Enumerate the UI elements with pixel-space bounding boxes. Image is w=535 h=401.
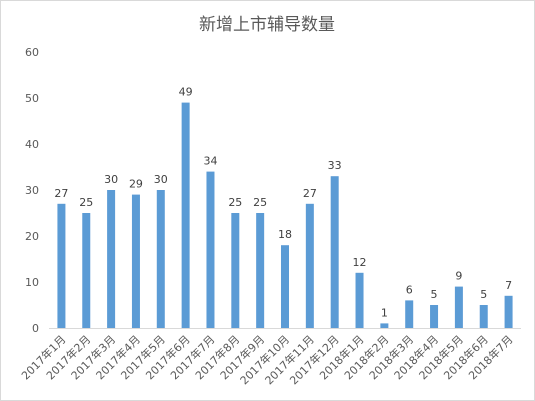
bar: [231, 213, 240, 328]
data-label: 7: [505, 279, 512, 292]
bar: [380, 323, 389, 328]
bar: [330, 176, 339, 328]
bar: [107, 190, 116, 328]
y-tick-label: 50: [25, 92, 39, 105]
data-label: 27: [54, 187, 68, 200]
data-label: 25: [228, 196, 242, 209]
bar: [305, 203, 314, 328]
y-tick-label: 20: [25, 230, 39, 243]
y-tick-label: 60: [25, 46, 39, 59]
bar: [206, 171, 215, 328]
data-label: 12: [353, 256, 367, 269]
bar: [405, 300, 414, 328]
bar: [454, 286, 463, 328]
y-tick-label: 0: [32, 322, 39, 335]
data-label: 5: [480, 288, 487, 301]
data-label: 33: [328, 159, 342, 172]
data-label: 25: [253, 196, 267, 209]
bar: [504, 295, 513, 328]
data-label: 9: [455, 270, 462, 283]
bar: [131, 194, 140, 328]
data-label: 30: [154, 173, 168, 186]
chart-title: 新增上市辅导数量: [199, 15, 335, 35]
bar: [57, 203, 66, 328]
bar: [181, 102, 190, 328]
bar: [430, 305, 439, 328]
bar: [156, 190, 165, 328]
data-label: 27: [303, 187, 317, 200]
data-label: 18: [278, 228, 292, 241]
data-label: 30: [104, 173, 118, 186]
bar: [256, 213, 265, 328]
bar: [479, 305, 488, 328]
data-label: 5: [431, 288, 438, 301]
data-label: 34: [203, 155, 217, 168]
y-tick-label: 40: [25, 138, 39, 151]
bar: [281, 245, 289, 328]
bar: [82, 213, 91, 328]
data-label: 49: [179, 86, 193, 99]
data-label: 1: [381, 306, 388, 319]
data-label: 25: [79, 196, 93, 209]
y-tick-label: 30: [25, 184, 39, 197]
data-label: 6: [406, 283, 413, 296]
y-tick-label: 10: [25, 276, 39, 289]
bar: [355, 272, 364, 328]
data-label: 29: [129, 178, 143, 191]
